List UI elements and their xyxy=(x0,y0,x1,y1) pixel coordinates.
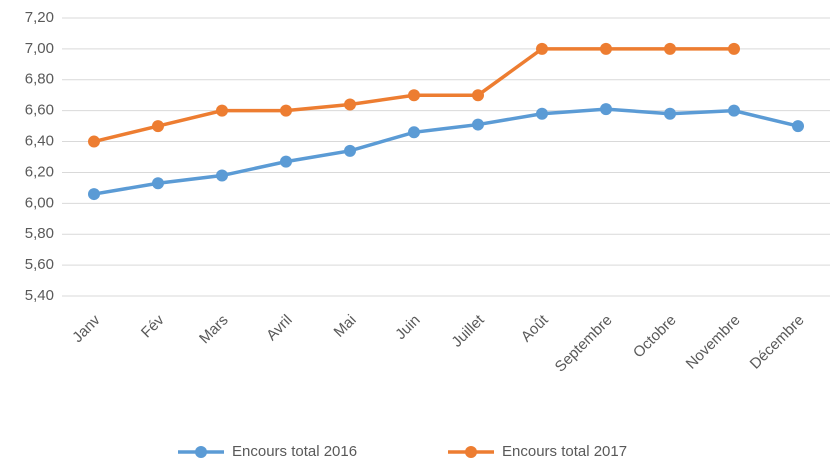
data-point xyxy=(344,98,356,111)
y-tick-label: 6,40 xyxy=(25,133,54,150)
data-point xyxy=(728,42,740,55)
x-tick-label: Décembre xyxy=(747,312,808,373)
data-point xyxy=(664,42,676,55)
data-point xyxy=(728,104,740,117)
legend-label: Encours total 2016 xyxy=(232,443,357,460)
data-point xyxy=(536,42,548,55)
x-tick-label: Novembre xyxy=(683,312,744,373)
x-tick-label: Janv xyxy=(69,311,104,346)
y-tick-label: 6,60 xyxy=(25,102,54,119)
data-point xyxy=(472,118,484,131)
legend-marker xyxy=(195,446,207,458)
x-tick-label: Octobre xyxy=(630,312,680,362)
data-point xyxy=(216,169,228,182)
series-line xyxy=(93,107,799,196)
x-tick-label: Fév xyxy=(138,311,168,341)
data-point xyxy=(152,120,164,133)
x-tick-label: Juillet xyxy=(448,311,488,351)
data-point xyxy=(792,120,804,133)
x-tick-label: Août xyxy=(518,311,552,345)
legend-marker xyxy=(465,446,477,458)
data-point xyxy=(408,126,420,139)
legend-label: Encours total 2017 xyxy=(502,443,627,460)
data-point xyxy=(536,107,548,120)
x-tick-label: Mars xyxy=(196,312,232,348)
data-point xyxy=(280,155,292,168)
data-point xyxy=(472,89,484,102)
y-tick-label: 5,40 xyxy=(25,287,54,304)
y-tick-label: 7,20 xyxy=(25,9,54,26)
data-point xyxy=(408,89,420,102)
data-point xyxy=(280,104,292,117)
data-point xyxy=(88,135,100,148)
y-tick-label: 5,80 xyxy=(25,225,54,242)
x-tick-label: Avril xyxy=(263,312,295,344)
data-point xyxy=(88,188,100,201)
data-point xyxy=(344,144,356,157)
y-tick-label: 7,00 xyxy=(25,40,54,57)
data-point xyxy=(152,177,164,190)
x-tick-label: Mai xyxy=(331,312,360,341)
data-point xyxy=(600,42,612,55)
data-point xyxy=(664,107,676,120)
y-tick-label: 6,80 xyxy=(25,71,54,88)
x-tick-label: Juin xyxy=(392,312,423,343)
y-tick-label: 5,60 xyxy=(25,256,54,273)
y-tick-label: 6,00 xyxy=(25,194,54,211)
x-tick-label: Septembre xyxy=(552,312,616,376)
data-point xyxy=(216,104,228,117)
data-point xyxy=(600,103,612,116)
y-tick-label: 6,20 xyxy=(25,163,54,180)
